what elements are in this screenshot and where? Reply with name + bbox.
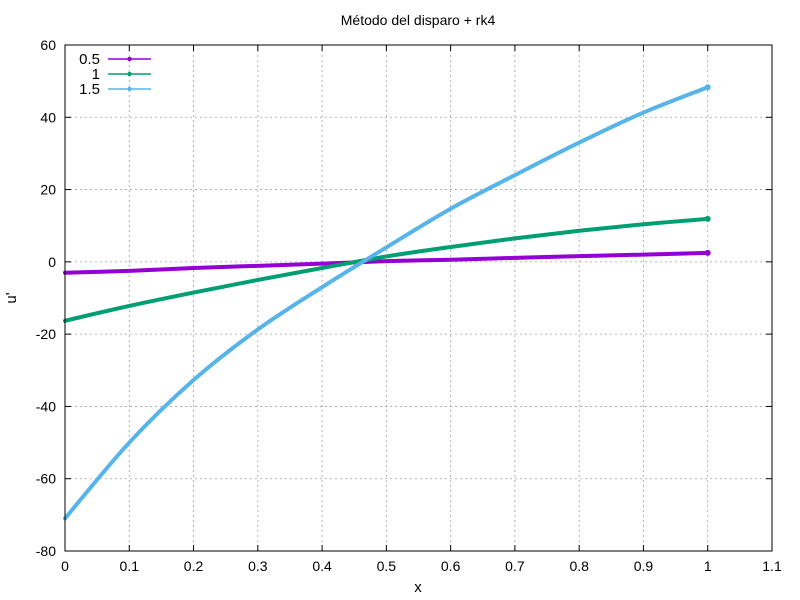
- x-tick-label: 1: [704, 558, 712, 574]
- x-tick-label: 0.8: [569, 558, 589, 574]
- x-tick-label: 0.3: [248, 558, 268, 574]
- y-tick-label: 0: [48, 254, 56, 270]
- chart-title: Método del disparo + rk4: [341, 12, 496, 28]
- x-tick-label: 1.1: [762, 558, 782, 574]
- legend: 0.511.5: [79, 51, 151, 98]
- plot-frame: [64, 44, 773, 552]
- series-line-0.5: [63, 250, 710, 275]
- series-line-1.5: [63, 85, 710, 521]
- y-tick-label: -40: [36, 398, 56, 414]
- y-tick-label: 60: [40, 37, 56, 53]
- x-tick-label: 0.9: [634, 558, 654, 574]
- legend-label-0.5: 0.5: [79, 51, 100, 68]
- legend-label-1.5: 1.5: [79, 81, 100, 98]
- series-end-point-1: [704, 215, 711, 222]
- x-tick-label: 0.7: [505, 558, 525, 574]
- x-tick-label: 0.4: [312, 558, 332, 574]
- grid: [65, 45, 772, 551]
- series-end-point-0.5: [704, 249, 711, 256]
- series-line-1: [63, 216, 710, 323]
- y-tick-label: 20: [40, 182, 56, 198]
- y-tick-label: -20: [36, 326, 56, 342]
- axis-ticks: 0 0.1 0.2 0.3 0.4 0.5 0.6 0.7 0.8 0.9 1 1.1 -80 -60 -4…: [36, 37, 782, 574]
- y-tick-label: 40: [40, 109, 56, 125]
- x-axis-label: x: [414, 579, 422, 596]
- legend-marker-1.5: [127, 86, 132, 92]
- legend-marker-1: [127, 71, 132, 77]
- legend-marker-0.5: [127, 56, 132, 62]
- x-tick-label: 0.5: [377, 558, 397, 574]
- series-end-point-1.5: [704, 84, 711, 91]
- x-tick-label: 0.6: [441, 558, 461, 574]
- legend-label-1: 1: [92, 66, 100, 83]
- y-tick-label: -60: [36, 471, 56, 487]
- series-lines: [63, 84, 711, 521]
- y-axis-label: u': [3, 292, 20, 303]
- x-tick-label: 0: [61, 558, 69, 574]
- x-tick-label: 0.1: [120, 558, 140, 574]
- x-tick-label: 0.2: [184, 558, 204, 574]
- y-tick-label: -80: [36, 543, 56, 559]
